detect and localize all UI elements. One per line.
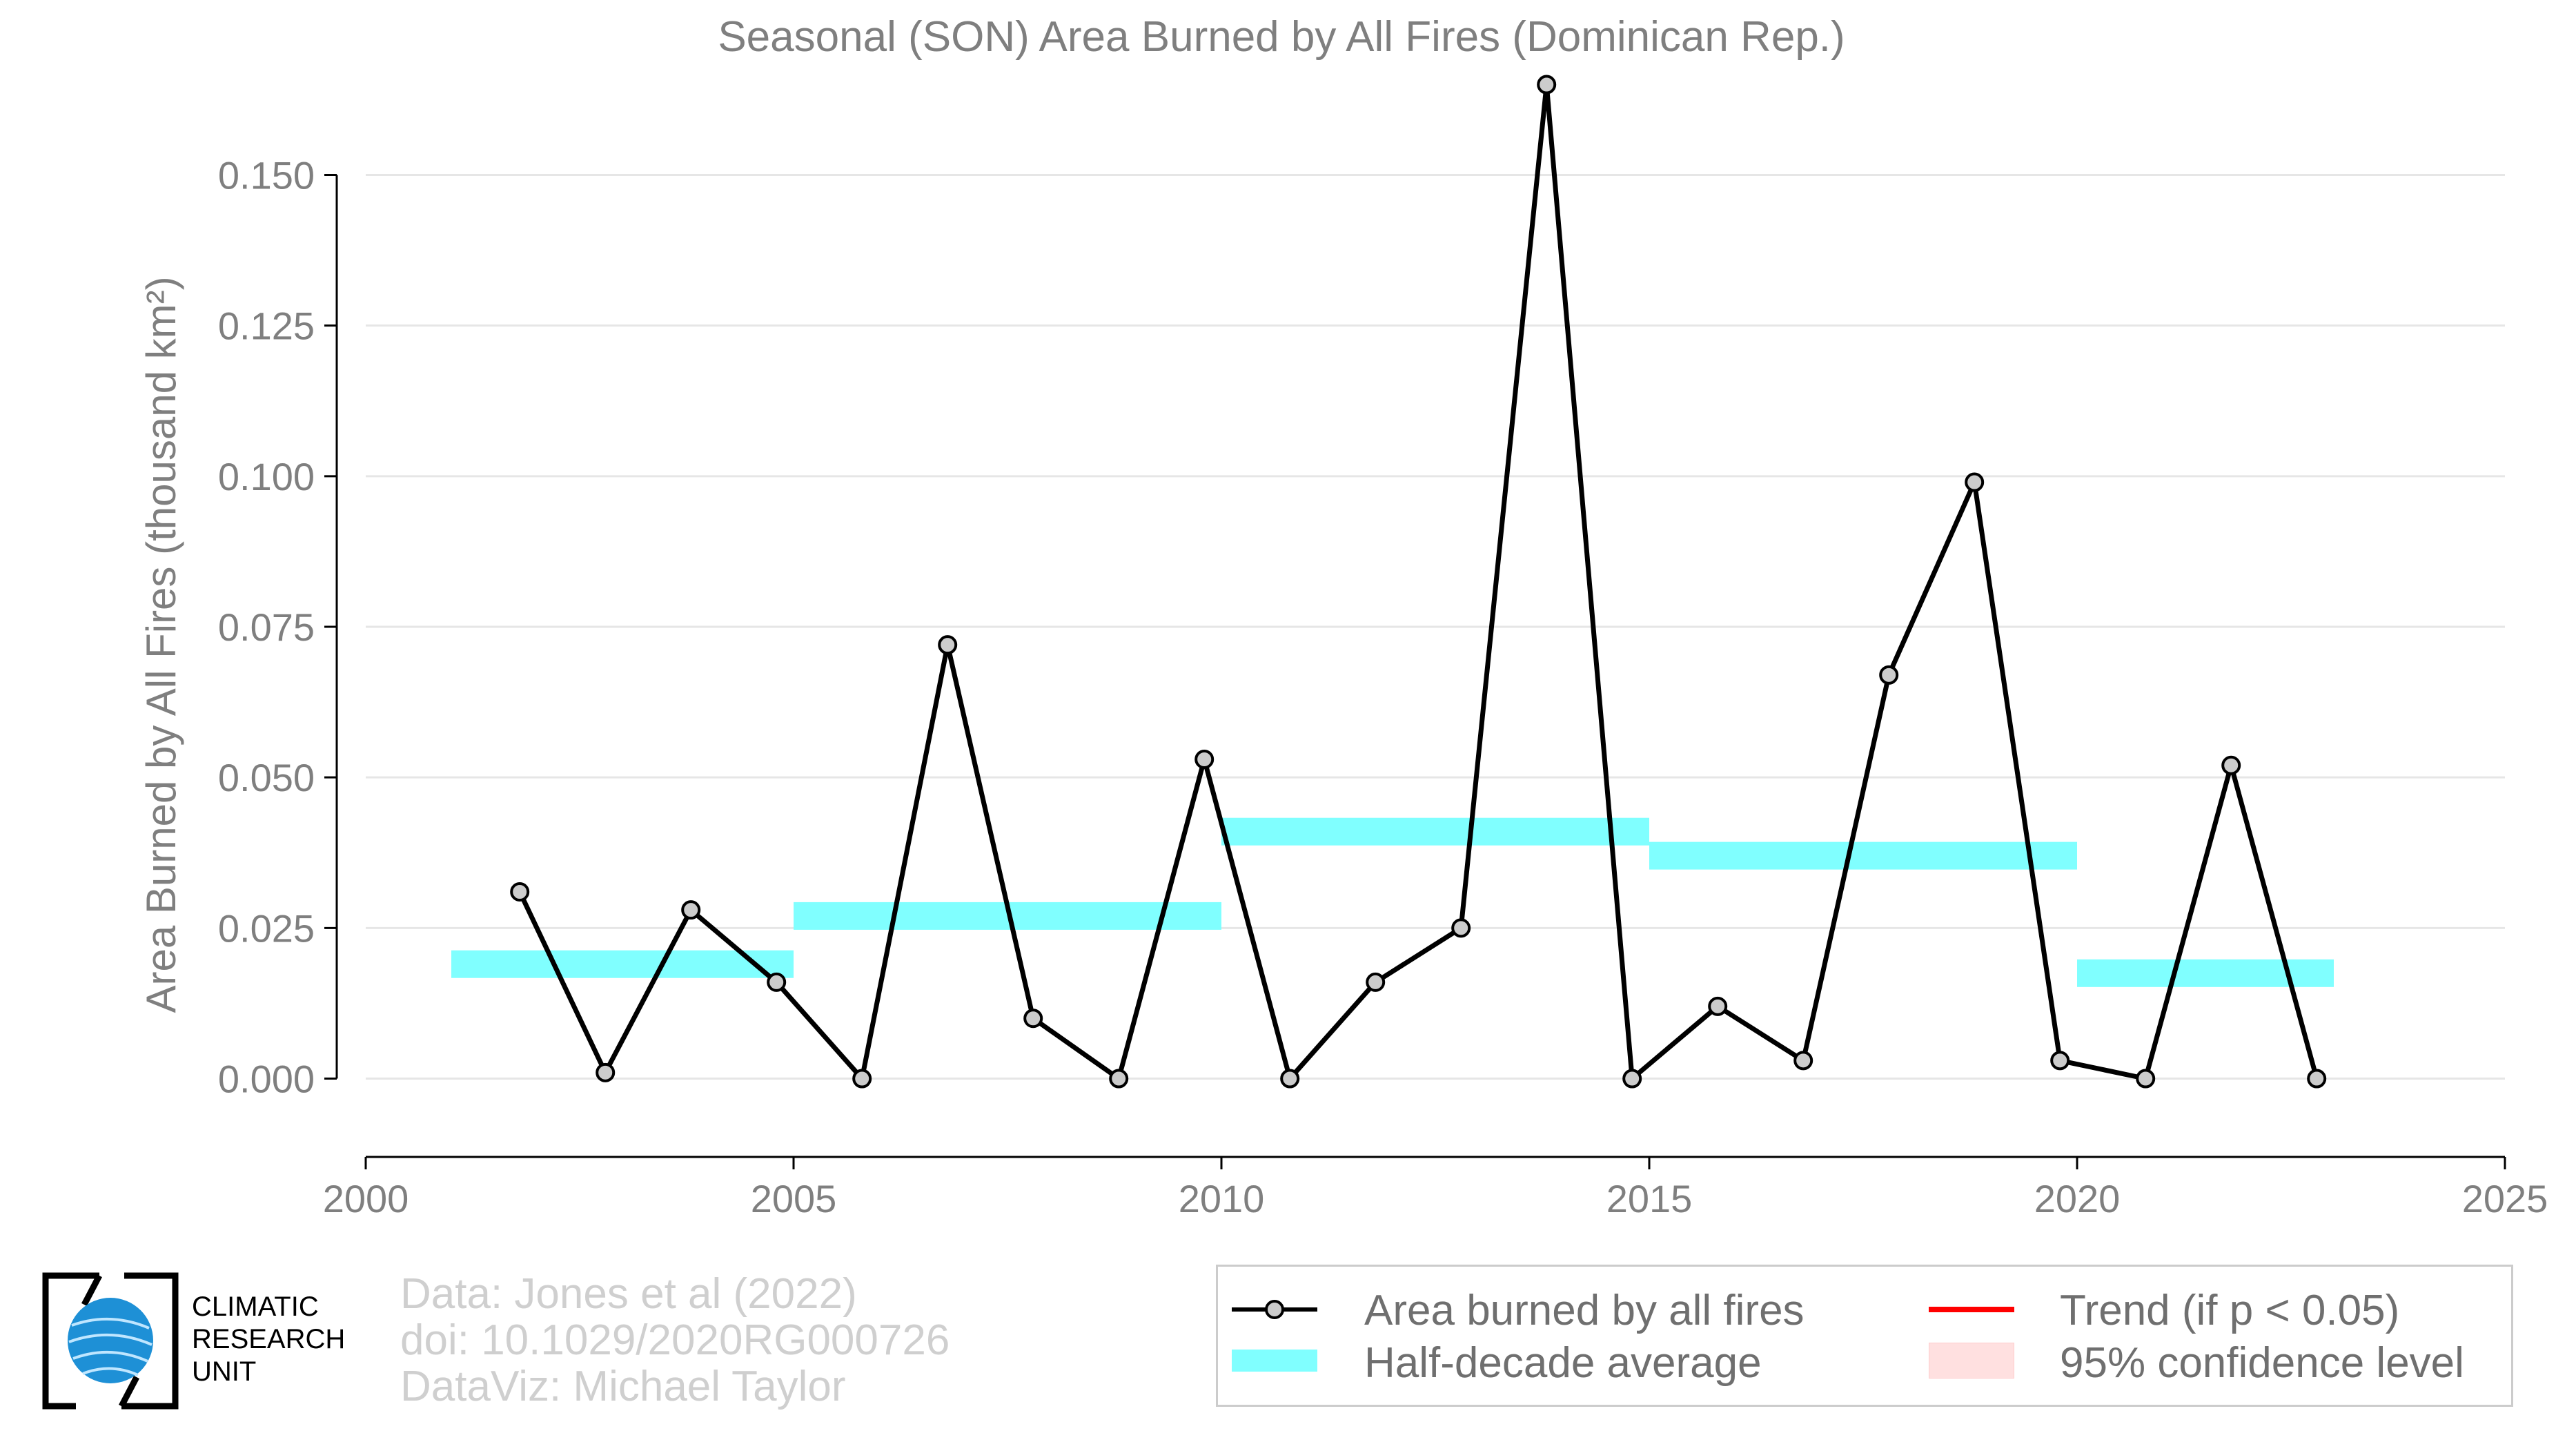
y-tick-label: 0.000: [218, 1058, 315, 1101]
logo-line-1: CLIMATIC: [192, 1292, 319, 1322]
y-tick-label: 0.150: [218, 153, 315, 197]
y-tick-label: 0.050: [218, 756, 315, 799]
data-point: [596, 1062, 616, 1082]
legend-key-trend: [1929, 1296, 2014, 1323]
data-point: [510, 882, 530, 902]
x-tick-label: 2010: [1179, 1177, 1265, 1220]
data-point: [1622, 1069, 1642, 1089]
y-axis-label: Area Burned by All Fires (thousand km²): [138, 276, 184, 1013]
legend-key-half-decade: [1232, 1347, 1317, 1374]
logo-line-3: UNIT: [192, 1356, 257, 1387]
half-decade-bands: [451, 817, 2334, 987]
half-decade-band: [1649, 841, 2077, 870]
data-point: [852, 1069, 872, 1089]
data-point: [1109, 1069, 1129, 1089]
legend-label-trend: Trend (if p < 0.05): [2060, 1287, 2400, 1334]
legend: Area burned by all fires Trend (if p < 0…: [1216, 1265, 2513, 1407]
data-point: [681, 900, 701, 920]
legend-key-confidence: [1928, 1342, 2015, 1379]
data-point: [2221, 755, 2241, 775]
half-decade-band: [1221, 817, 1649, 846]
x-tick-label: 2015: [1606, 1177, 1693, 1220]
y-tick-label: 0.100: [218, 455, 315, 498]
data-point: [1965, 472, 1985, 492]
x-tick-label: 2000: [323, 1177, 409, 1220]
data-point: [767, 972, 787, 992]
data-point: [1451, 918, 1471, 938]
y-tick-label: 0.025: [218, 906, 315, 950]
x-tick-label: 2025: [2462, 1177, 2548, 1220]
legend-label-confidence: 95% confidence level: [2060, 1339, 2464, 1387]
grid-layer: [366, 173, 2505, 1080]
series-line-area-burned: [518, 82, 2319, 1081]
data-point: [1194, 750, 1215, 769]
series-line: [518, 82, 2319, 1081]
half-decade-band: [2077, 959, 2334, 987]
axes: [324, 173, 2506, 1169]
data-point: [1708, 996, 1728, 1016]
data-point: [1280, 1069, 1300, 1089]
y-tick-label: 0.125: [218, 304, 315, 348]
credit-doi: doi: 10.1029/2020RG000726: [400, 1316, 950, 1364]
data-point: [2307, 1069, 2327, 1089]
data-point: [1366, 972, 1386, 992]
series-markers: [510, 75, 2327, 1089]
credit-dataviz: DataViz: Michael Taylor: [400, 1362, 846, 1410]
data-point: [1023, 1009, 1043, 1029]
x-tick-label: 2020: [2034, 1177, 2121, 1220]
half-decade-band: [451, 950, 794, 978]
tick-labels: 0.000 0.025 0.050 0.075 0.100 0.125 0.150 2000 2…: [218, 153, 2548, 1220]
data-point: [1879, 665, 1899, 685]
legend-label-series: Area burned by all fires: [1364, 1287, 1805, 1334]
data-point: [1793, 1051, 1813, 1071]
data-point: [938, 635, 958, 655]
data-point: [1537, 75, 1557, 95]
chart-title: Seasonal (SON) Area Burned by All Fires …: [718, 13, 1845, 61]
y-tick-label: 0.075: [218, 605, 315, 649]
data-credits: Data: Jones et al (2022) doi: 10.1029/20…: [400, 1270, 950, 1410]
cru-logo: [41, 1270, 179, 1412]
data-point: [2050, 1051, 2070, 1071]
credit-data: Data: Jones et al (2022): [400, 1270, 857, 1318]
data-point: [2136, 1069, 2156, 1089]
legend-label-half-decade: Half-decade average: [1364, 1339, 1762, 1387]
x-tick-label: 2005: [751, 1177, 837, 1220]
legend-key-line-marker: [1232, 1296, 1317, 1323]
logo-line-2: RESEARCH: [192, 1324, 346, 1355]
cru-logo-text: CLIMATIC RESEARCH UNIT: [192, 1291, 345, 1389]
